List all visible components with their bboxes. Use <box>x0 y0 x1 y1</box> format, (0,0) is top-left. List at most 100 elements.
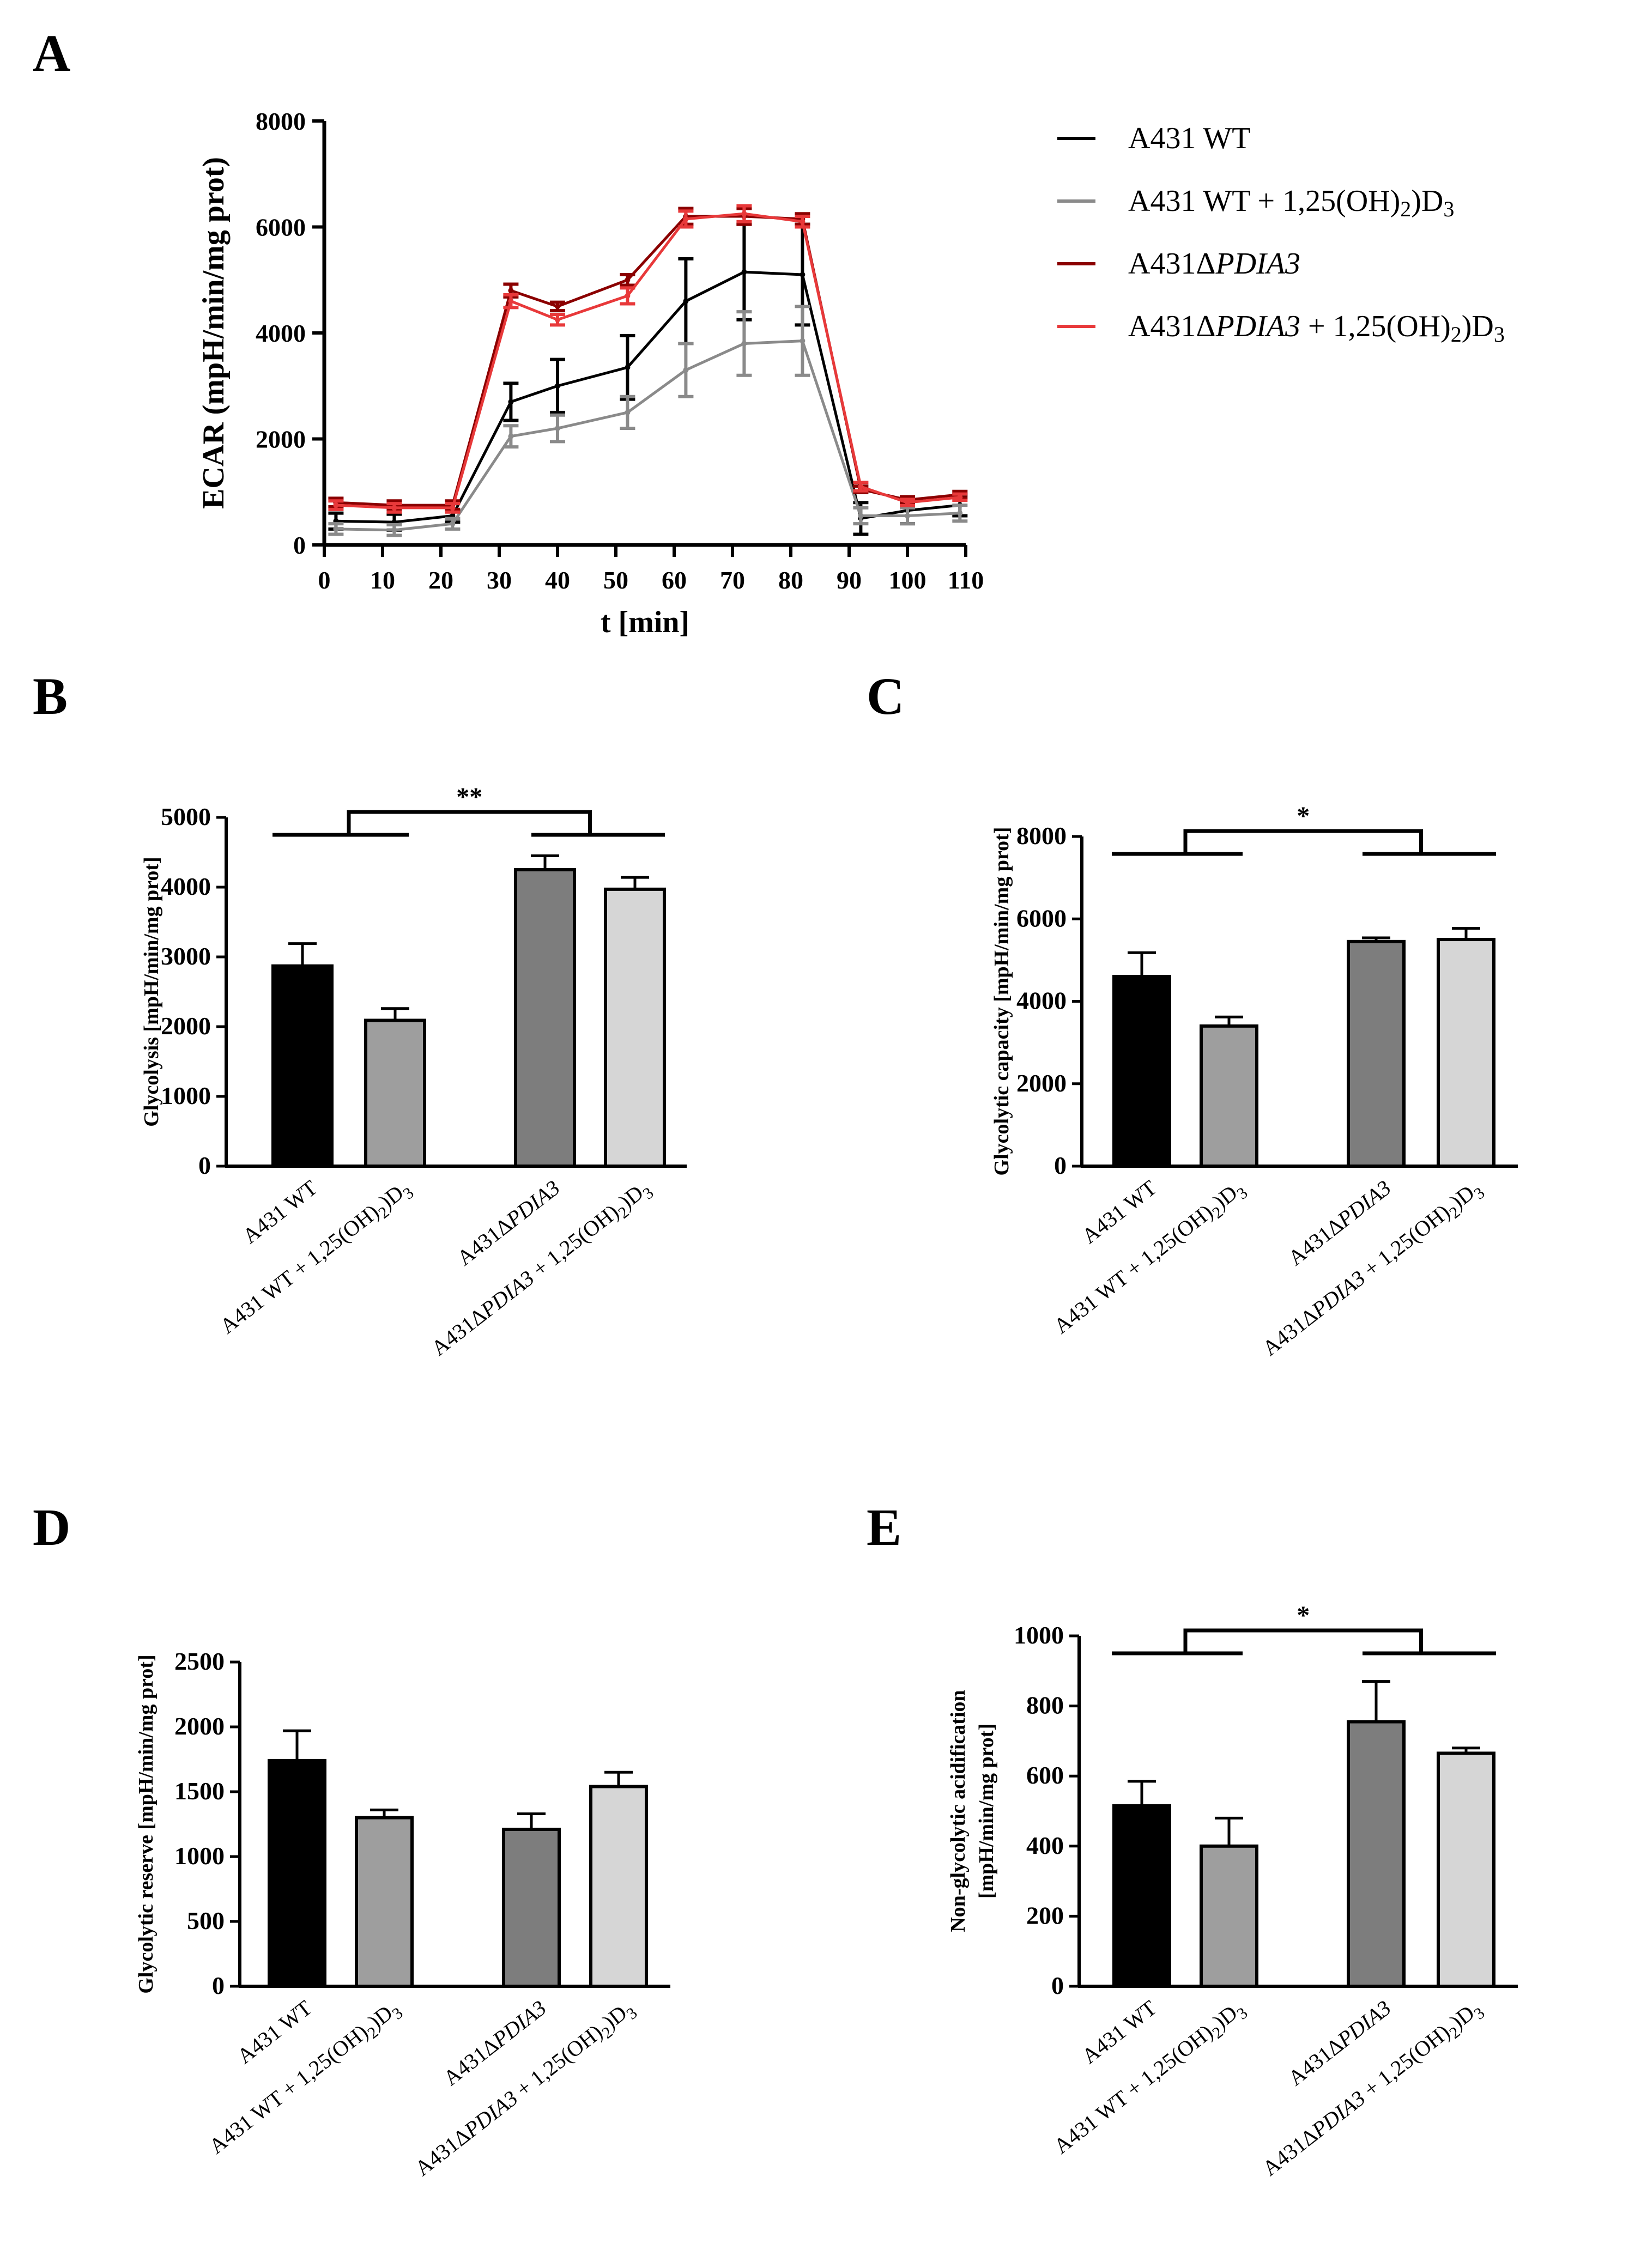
data-point <box>508 298 514 304</box>
bar <box>1437 1751 1495 1988</box>
bar <box>1200 1024 1258 1168</box>
data-point <box>800 338 806 344</box>
y-tick-label: 4000 <box>256 319 306 347</box>
bar <box>1347 939 1406 1168</box>
legend-label: A431ΔPDIA3 <box>1128 247 1300 281</box>
legend-label: A431 WT + 1,25(OH)2)D3 <box>1128 184 1454 221</box>
data-point <box>333 526 339 532</box>
series-wt_vitd <box>328 305 968 537</box>
data-point <box>450 505 456 511</box>
bar <box>1200 1844 1258 1988</box>
panel-e-chart: 0 200 400 600 800 1000 Non-glycolytic acidific… <box>947 1601 1518 2181</box>
data-point <box>683 216 689 222</box>
panel-a-chart: 0 2000 4000 6000 8000 0 10 20 30 40 50 60 70 80 90 100 1… <box>197 107 984 639</box>
data-point <box>508 433 514 439</box>
bar <box>1112 1804 1171 1988</box>
x-tick-label: 70 <box>720 566 745 594</box>
y-tick-label: 1500 <box>174 1777 225 1805</box>
data-point <box>683 298 689 304</box>
legend-label: A431 WT <box>1128 122 1251 155</box>
x-tick-label: 40 <box>545 566 570 594</box>
bracket-top <box>1183 829 1423 854</box>
y-tick-label: 0 <box>293 531 306 559</box>
y-tick-label: 5000 <box>161 803 211 830</box>
data-point <box>625 293 631 299</box>
y-tick-label: 8000 <box>256 107 306 135</box>
category-label: A431 WT + 1,25(OH)2)D3 <box>215 1175 417 1342</box>
panel-label-c: C <box>867 667 904 725</box>
data-point <box>905 513 910 519</box>
x-tick-label: 90 <box>837 566 862 594</box>
series-ko <box>328 207 968 511</box>
y-axis-title: ECAR (mpH/min/mg prot) <box>197 157 231 509</box>
data-point <box>800 272 806 278</box>
y-tick-label: 800 <box>1026 1691 1064 1719</box>
y-axis-title: Non-glycolytic acidification <box>947 1690 970 1932</box>
data-point <box>625 409 631 415</box>
category-label: A431 WT <box>1077 1996 1161 2069</box>
panel-label-d: D <box>33 1498 70 1556</box>
y-axis-title: Glycolysis [mpH/min/mg prot] <box>140 857 163 1126</box>
x-tick-label: 60 <box>662 566 687 594</box>
series-line <box>336 215 960 507</box>
x-tick-label: 100 <box>889 566 927 594</box>
data-point <box>957 510 963 516</box>
bar <box>1112 975 1171 1168</box>
series-line <box>336 339 960 532</box>
x-tick-label: 10 <box>370 566 395 594</box>
data-point <box>555 426 560 432</box>
legend: A431 WT A431 WT + 1,25(OH)2)D3 A431ΔPDIA3 A… <box>1057 122 1505 347</box>
bar <box>1347 1720 1406 1988</box>
bar <box>1437 938 1495 1168</box>
y-tick-label: 2500 <box>174 1647 225 1675</box>
category-label: A431 WT <box>232 1996 316 2069</box>
data-point <box>625 277 631 283</box>
data-point <box>741 211 747 217</box>
y-tick-label: 400 <box>1026 1832 1064 1859</box>
x-axis-title: t [min] <box>601 605 689 639</box>
data-point <box>683 367 689 373</box>
panel-label-e: E <box>867 1498 901 1556</box>
panel-label-b: B <box>33 667 68 725</box>
y-tick-label: 500 <box>187 1907 225 1935</box>
bar <box>268 1758 326 1988</box>
data-point <box>391 527 397 533</box>
data-point <box>625 365 631 371</box>
data-point <box>800 219 806 225</box>
bar <box>604 887 666 1168</box>
y-axis-title: Glycolytic reserve [mpH/min/mg prot] <box>135 1654 158 1993</box>
x-tick-label: 30 <box>487 566 512 594</box>
data-point <box>741 269 747 275</box>
y-tick-label: 2000 <box>1016 1069 1067 1097</box>
y-tick-label: 0 <box>1054 1151 1067 1179</box>
y-tick-label: 8000 <box>1016 822 1067 850</box>
y-tick-label: 4000 <box>161 872 211 900</box>
x-tick-label: 0 <box>318 566 331 594</box>
y-tick-label: 1000 <box>174 1842 225 1870</box>
data-point <box>858 484 864 490</box>
series-line <box>336 212 960 510</box>
significance-marker: * <box>1297 802 1310 830</box>
data-point <box>555 317 560 323</box>
y-tick-label: 0 <box>212 1972 225 1999</box>
data-point <box>450 521 456 527</box>
bracket-top <box>347 810 592 835</box>
series-ko_vitd <box>328 204 968 514</box>
y-tick-label: 2000 <box>256 426 306 453</box>
category-label: A431 WT <box>1077 1175 1161 1248</box>
y-tick-label: 4000 <box>1016 987 1067 1015</box>
y-tick-label: 3000 <box>161 942 211 970</box>
data-point <box>555 383 560 389</box>
data-point <box>333 502 339 508</box>
y-tick-label: 0 <box>198 1151 211 1179</box>
y-axis-title: Glycolytic capacity [mpH/min/mg prot] <box>990 827 1013 1176</box>
y-tick-label: 600 <box>1026 1761 1064 1789</box>
y-tick-label: 6000 <box>1016 904 1067 932</box>
bar <box>502 1828 561 1988</box>
data-point <box>555 304 560 310</box>
y-tick-label: 6000 <box>256 214 306 241</box>
y-tick-label: 0 <box>1051 1972 1064 1999</box>
data-point <box>741 341 747 347</box>
x-tick-label: 110 <box>948 566 984 594</box>
